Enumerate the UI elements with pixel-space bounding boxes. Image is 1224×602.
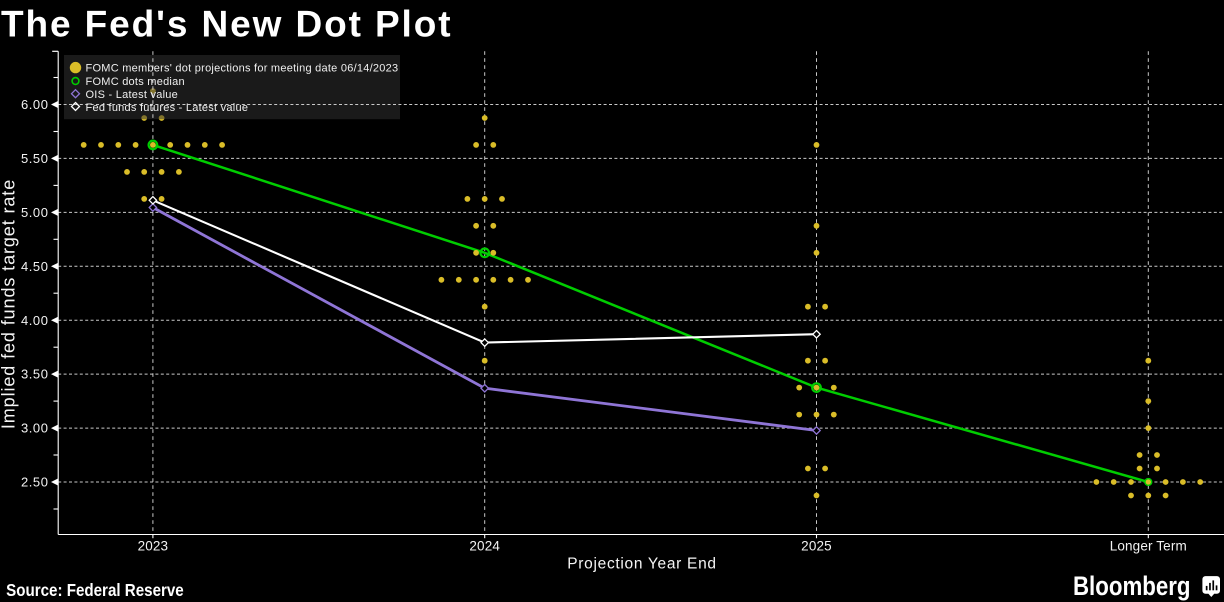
svg-text:4.00: 4.00 — [21, 313, 49, 328]
svg-text:FOMC dots median: FOMC dots median — [86, 76, 185, 88]
svg-text:2025: 2025 — [801, 539, 832, 554]
svg-text:Longer Term: Longer Term — [1110, 539, 1187, 554]
svg-text:Fed funds futures - Latest val: Fed funds futures - Latest value — [86, 102, 249, 114]
svg-text:The Fed's New Dot Plot: The Fed's New Dot Plot — [1, 4, 452, 45]
svg-text:6.00: 6.00 — [21, 97, 49, 112]
svg-text:Implied fed funds target rate: Implied fed funds target rate — [0, 179, 19, 429]
svg-text:Bloomberg: Bloomberg — [1073, 572, 1191, 601]
svg-text:3.00: 3.00 — [21, 421, 49, 436]
svg-text:2.50: 2.50 — [21, 475, 49, 490]
svg-text:OIS - Latest value: OIS - Latest value — [86, 89, 179, 101]
svg-text:2023: 2023 — [138, 539, 169, 554]
svg-text:FOMC members' dot projections: FOMC members' dot projections for meetin… — [86, 63, 399, 75]
svg-text:Source: Federal Reserve: Source: Federal Reserve — [6, 581, 184, 600]
svg-text:5.50: 5.50 — [21, 151, 49, 166]
svg-text:3.50: 3.50 — [21, 367, 49, 382]
svg-text:2024: 2024 — [469, 539, 500, 554]
svg-text:5.00: 5.00 — [21, 205, 49, 220]
svg-text:Projection Year End: Projection Year End — [567, 556, 716, 573]
svg-text:4.50: 4.50 — [21, 259, 49, 274]
